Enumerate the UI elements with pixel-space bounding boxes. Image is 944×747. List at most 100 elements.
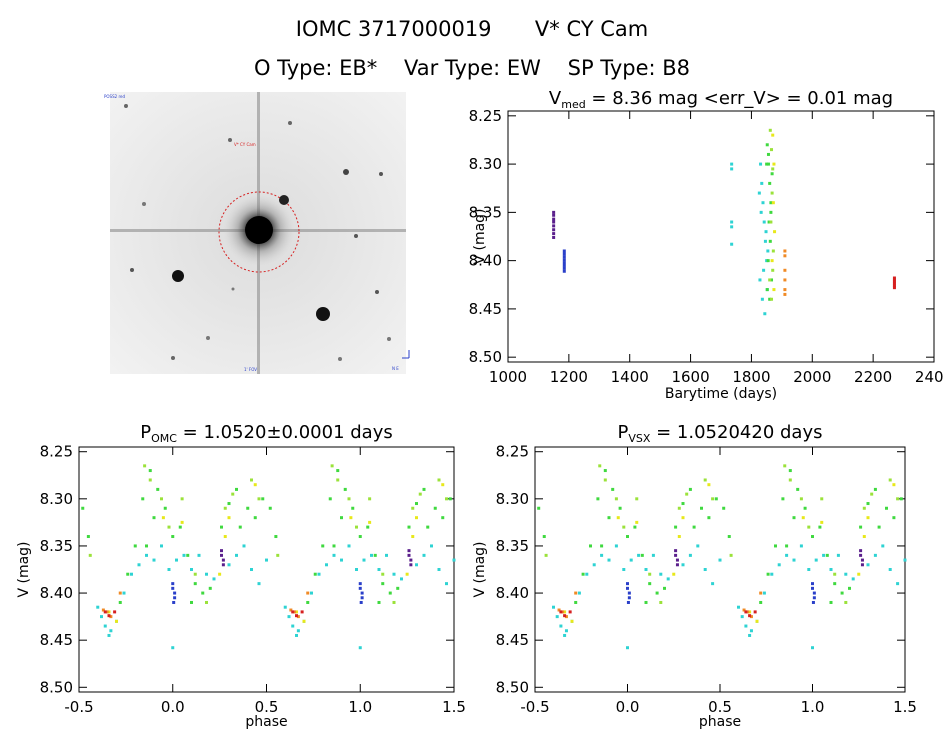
data-point	[896, 582, 900, 586]
data-point	[700, 506, 703, 510]
data-point	[343, 487, 347, 491]
data-point	[768, 128, 772, 132]
data-point	[221, 563, 225, 567]
data-point	[218, 572, 222, 576]
data-point	[616, 516, 620, 520]
data-point	[730, 220, 734, 224]
data-point	[748, 633, 752, 637]
data-point	[293, 610, 297, 614]
data-point	[103, 610, 107, 614]
data-point	[766, 572, 770, 576]
data-point	[848, 586, 851, 590]
data-point	[358, 535, 362, 539]
data-point	[629, 558, 633, 562]
data-point	[355, 568, 358, 571]
data-point	[746, 610, 750, 614]
data-point	[866, 516, 870, 520]
data-point	[542, 535, 546, 539]
data-point	[171, 646, 175, 650]
data-point	[711, 497, 715, 501]
data-point	[903, 558, 907, 562]
data-point	[892, 516, 896, 520]
x-tick-label: -0.5	[64, 698, 93, 716]
data-point	[626, 582, 629, 586]
data-point	[167, 568, 171, 571]
data-point	[396, 586, 400, 590]
data-point	[722, 506, 726, 510]
data-point	[707, 516, 711, 520]
data-point	[801, 516, 805, 520]
data-point	[437, 478, 441, 482]
data-point	[866, 502, 870, 506]
data-point	[862, 535, 866, 539]
panel-title: Vmed = 8.36 mag <err_V> = 0.01 mag	[549, 88, 893, 111]
x-axis-label: Barytime (days)	[665, 386, 777, 402]
data-point	[197, 553, 201, 557]
data-point	[585, 572, 589, 576]
data-point	[392, 600, 396, 604]
data-point	[626, 535, 629, 539]
data-point	[276, 553, 280, 557]
data-point	[107, 633, 111, 637]
data-point	[773, 230, 777, 234]
data-point	[607, 558, 611, 562]
data-point	[769, 201, 773, 205]
data-point	[562, 261, 566, 265]
data-point	[126, 572, 130, 576]
data-point	[783, 278, 787, 282]
data-point	[562, 269, 566, 273]
y-tick-label: 8.35	[40, 537, 73, 555]
data-point	[783, 249, 787, 253]
data-point	[101, 608, 105, 612]
data-point	[145, 553, 148, 557]
panel-title: PVSX = 1.0520420 days	[618, 422, 823, 445]
data-point	[860, 563, 864, 567]
data-point	[881, 544, 885, 548]
data-point	[161, 516, 165, 520]
data-point	[118, 591, 122, 595]
data-point	[418, 492, 422, 496]
data-point	[783, 254, 787, 258]
data-point	[885, 506, 888, 510]
data-point	[655, 591, 659, 595]
data-point	[381, 572, 385, 576]
data-point	[557, 608, 561, 612]
data-point	[768, 278, 772, 282]
data-point	[568, 610, 572, 614]
data-point	[359, 600, 363, 604]
data-point	[820, 497, 824, 501]
data-point	[769, 220, 773, 224]
data-point	[771, 133, 775, 137]
data-point	[81, 506, 85, 510]
data-point	[770, 572, 774, 576]
data-point	[552, 232, 556, 236]
x-tick-label: 1.5	[442, 698, 466, 716]
y-tick-label: 8.45	[469, 300, 502, 318]
data-point	[349, 516, 353, 520]
data-point	[227, 563, 231, 567]
data-point	[851, 577, 855, 581]
x-tick-label: 1800	[732, 368, 770, 386]
data-point	[137, 563, 141, 567]
data-point	[759, 600, 763, 604]
data-point	[347, 544, 351, 548]
chart-panel-1: Vmed = 8.36 mag <err_V> = 0.01 mag 1000 12…	[469, 88, 944, 402]
data-point	[537, 506, 541, 510]
data-point	[336, 469, 340, 473]
data-point	[563, 614, 567, 618]
data-point	[552, 220, 556, 224]
data-point	[677, 535, 681, 539]
data-point	[759, 591, 763, 595]
data-point	[250, 478, 253, 482]
data-point	[857, 572, 861, 576]
data-point	[377, 568, 381, 571]
data-point	[227, 502, 231, 506]
data-point	[768, 181, 772, 185]
data-point	[351, 506, 355, 510]
data-point	[783, 288, 787, 292]
x-tick-label: 1200	[550, 368, 588, 386]
data-point	[818, 525, 822, 529]
data-point	[774, 544, 777, 548]
data-point	[253, 483, 257, 487]
